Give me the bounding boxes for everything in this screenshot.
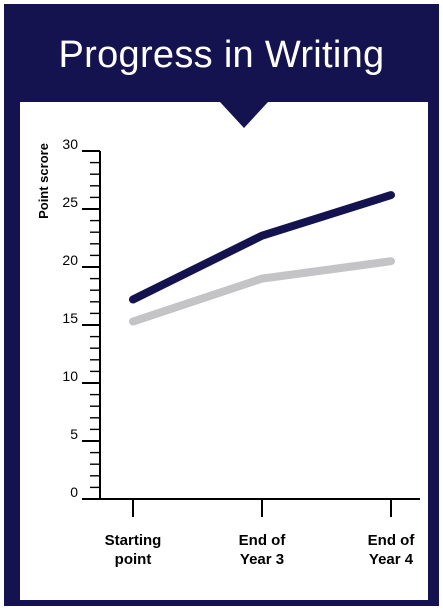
x-tick-label: End of [239,532,287,549]
chart-title: Progress in Writing [58,34,385,76]
y-tick-label: 15 [62,310,78,326]
series-line-1 [129,191,395,304]
y-tick-label: 25 [62,194,78,210]
header-banner: Progress in Writing [4,4,439,102]
chart-panel: 0 5 10 15 20 25 30 Point scrore Starting point End… [20,102,428,600]
banner-pointer [220,102,268,128]
y-tick-label: 5 [70,426,78,442]
line-chart: 0 5 10 15 20 25 30 Point scrore Starting point End… [36,136,420,568]
x-tick-label: Year 4 [369,551,414,568]
x-tick-label: Year 3 [240,551,284,568]
y-tick-label: 0 [70,484,78,500]
y-tick-label: 20 [62,252,78,268]
x-tick-label: End of [368,532,416,549]
series-line-2 [129,257,395,326]
x-tick-label: point [115,551,152,568]
y-tick-label: 10 [62,368,78,384]
y-axis-label: Point scrore [36,143,51,219]
y-tick-label: 30 [62,136,78,152]
x-tick-label: Starting [105,532,162,549]
chart-frame: Progress in Writing 0 5 10 15 20 25 30 Point sc… [4,4,439,606]
